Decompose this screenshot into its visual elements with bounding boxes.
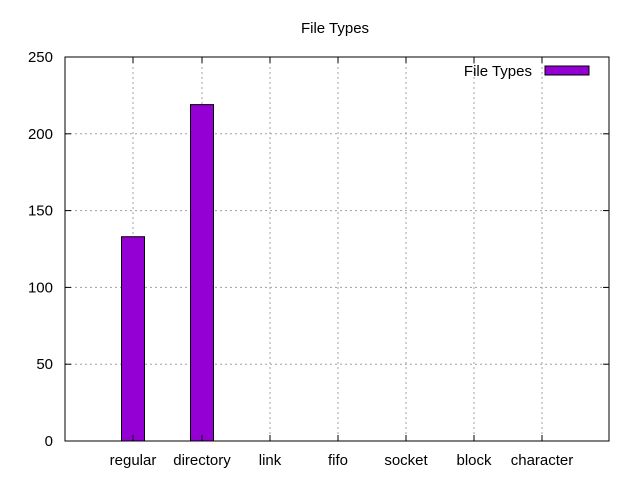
x-tick-label: link xyxy=(259,452,282,469)
bar-directory xyxy=(190,104,214,442)
legend: File Types xyxy=(464,63,590,80)
grid-lines xyxy=(65,57,609,441)
x-tick-label: fifo xyxy=(328,452,348,469)
y-tick-label: 200 xyxy=(28,126,53,143)
x-tick-label: directory xyxy=(173,452,231,469)
axes: 0 50 100 150 200 250 regular directory link fifo s… xyxy=(28,49,610,469)
x-tick-label: socket xyxy=(384,452,428,469)
bar-regular xyxy=(121,236,145,442)
y-tick-label: 50 xyxy=(36,356,53,373)
y-tick-label: 100 xyxy=(28,279,53,296)
y-tick-label: 150 xyxy=(28,203,53,220)
legend-label: File Types xyxy=(464,63,532,80)
x-tick-label: character xyxy=(511,452,574,469)
plot-frame xyxy=(64,56,610,442)
y-tick-label: 0 xyxy=(45,433,53,450)
x-tick-label: regular xyxy=(110,452,157,469)
chart-title: File Types xyxy=(301,20,369,37)
bars xyxy=(121,104,214,442)
y-tick-label: 250 xyxy=(28,49,53,66)
legend-swatch xyxy=(544,65,590,76)
x-tick-label: block xyxy=(456,452,492,469)
